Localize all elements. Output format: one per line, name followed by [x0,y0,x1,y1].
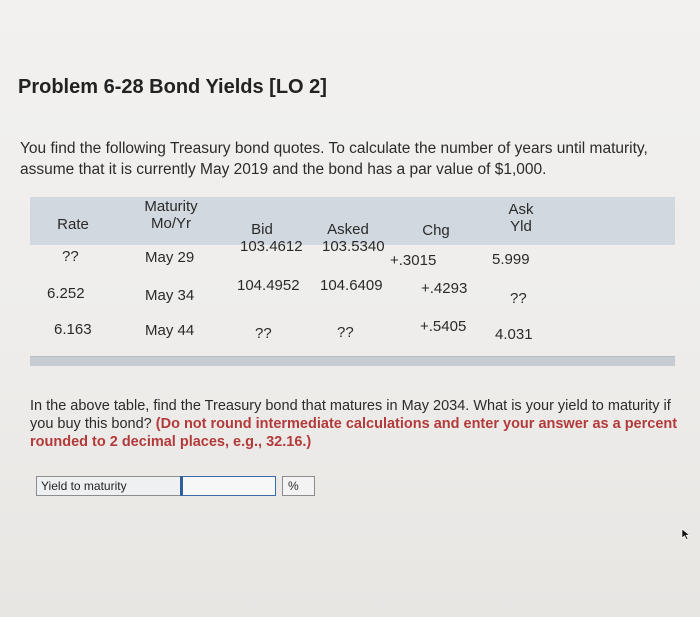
cell-ask-yld: 4.031 [495,326,533,343]
header-ask-yld-line2: Yld [510,218,532,235]
question-prompt: In the above table, find the Treasury bo… [30,398,671,432]
question-text: In the above table, find the Treasury bo… [30,397,682,451]
cell-asked: 103.5340 [322,238,385,255]
cell-bid: 104.4952 [237,277,300,294]
cell-ask-yld: ?? [510,290,527,307]
cell-rate: 6.163 [54,321,92,338]
quote-table-header [30,197,675,245]
yield-to-maturity-label: Yield to maturity [36,476,182,496]
header-chg: Chg [422,222,450,239]
cell-ask-yld: 5.999 [492,251,530,268]
cell-chg: +.5405 [420,318,467,335]
cell-bid: ?? [255,325,272,342]
header-rate: Rate [57,216,89,233]
problem-title: Problem 6-28 Bond Yields [LO 2] [18,76,327,98]
yield-to-maturity-input[interactable] [180,476,276,496]
header-maturity-line1: Maturity [144,198,198,215]
percent-unit: % [282,476,315,496]
mouse-pointer-icon [681,528,691,540]
cell-asked: 104.6409 [320,277,383,294]
cell-bid: 103.4612 [240,238,303,255]
header-asked: Asked [327,221,369,238]
question-instruction: (Do not round intermediate calculations … [30,416,678,450]
cell-maturity: May 29 [145,249,195,266]
header-maturity-line2: Mo/Yr [150,215,191,232]
cell-rate: 6.252 [47,285,85,302]
cell-maturity: May 44 [145,322,195,339]
cell-chg: +.3015 [390,252,437,269]
table-bottom-rule [30,356,675,366]
header-bid: Bid [251,221,273,238]
cell-maturity: May 34 [145,287,195,304]
header-ask-yld-line1: Ask [508,201,534,218]
cell-asked: ?? [337,324,354,341]
cell-rate: ?? [62,248,79,265]
cell-chg: +.4293 [421,280,468,297]
problem-intro: You find the following Treasury bond quo… [20,140,648,178]
